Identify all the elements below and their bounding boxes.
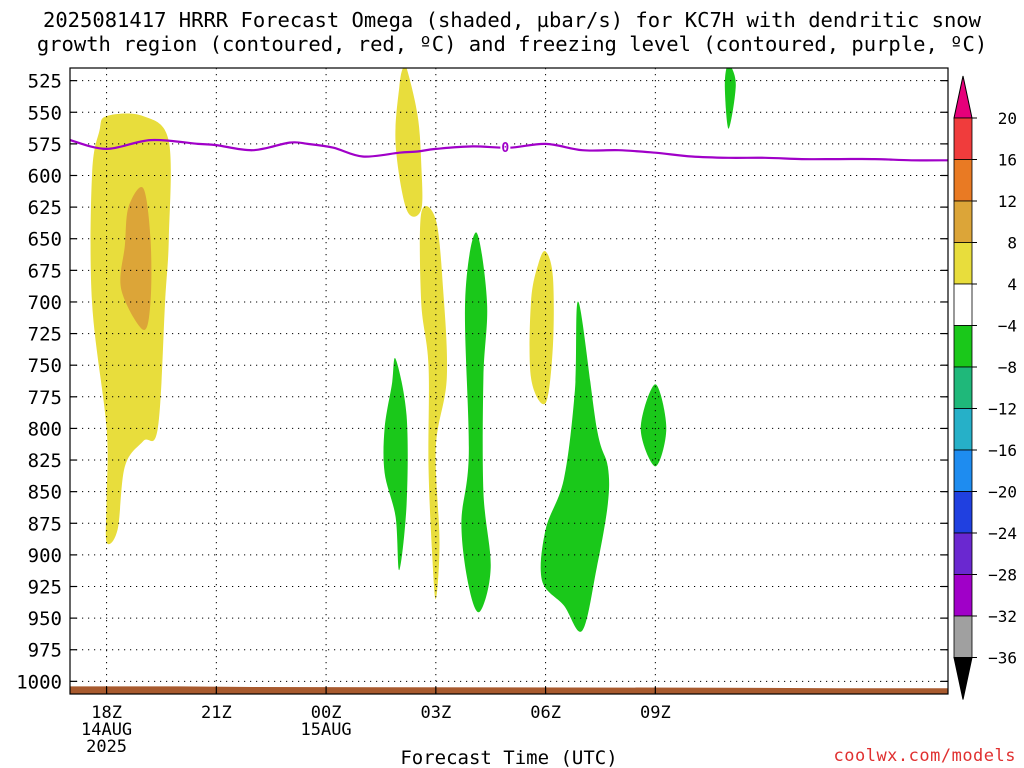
omega-region-3	[419, 206, 448, 600]
x-tick-label-27-0: 03Z	[420, 703, 451, 723]
colorbar-bin-8	[953, 408, 973, 451]
colorbar-label-9: −20	[988, 483, 1017, 502]
chart-title: 2025081417 HRRR Forecast Omega (shaded, …	[0, 8, 1024, 56]
x-tick-label-33-0: 09Z	[640, 703, 671, 723]
omega-region-0	[90, 113, 171, 545]
colorbar-bin-4	[953, 242, 973, 285]
colorbar-bin-6	[953, 325, 973, 368]
y-tick-label-650: 650	[28, 229, 62, 251]
x-tick-label-21-0: 21Z	[201, 703, 232, 723]
y-tick-label-625: 625	[28, 197, 62, 219]
colorbar-label-7: −12	[988, 400, 1017, 419]
colorbar-label-1: 16	[998, 151, 1017, 170]
colorbar-label-6: −8	[998, 358, 1017, 377]
y-tick-label-775: 775	[28, 387, 62, 409]
colorbar-label-3: 8	[1007, 234, 1017, 253]
omega-region-8	[640, 384, 667, 467]
site-credit: coolwx.com/models	[833, 746, 1016, 766]
y-tick-label-675: 675	[28, 260, 62, 282]
colorbar-top-arrow	[953, 75, 973, 119]
grid-lines	[70, 68, 948, 694]
y-tick-label-750: 750	[28, 355, 62, 377]
chart-title-line1: 2025081417 HRRR Forecast Omega (shaded, …	[43, 8, 981, 32]
colorbar-label-13: −36	[988, 649, 1017, 668]
colorbar-bin-13	[953, 615, 973, 658]
freezing-label-bg	[500, 140, 511, 154]
terrain-layer	[70, 686, 948, 694]
x-tick-label-18-0: 18Z	[91, 703, 122, 723]
y-tick-label-875: 875	[28, 513, 62, 535]
colorbar-bin-7	[953, 366, 973, 409]
x-tick-label-24-0: 00Z	[311, 703, 342, 723]
y-tick-label-800: 800	[28, 418, 62, 440]
y-tick-label-850: 850	[28, 482, 62, 504]
colorbar-bin-3	[953, 200, 973, 243]
omega-region-1	[120, 187, 152, 330]
terrain-fill	[70, 686, 948, 694]
colorbar-label-0: 20	[998, 109, 1017, 128]
freezing-level-label: 0	[501, 141, 509, 156]
colorbar-bin-2	[953, 159, 973, 202]
omega-region-7	[540, 301, 610, 632]
colorbar-bin-5	[953, 283, 973, 326]
y-tick-label-525: 525	[28, 71, 62, 93]
y-axis: 525 550 575 600 625 650 675 700 725 750 775 800 825 8…	[16, 71, 948, 693]
colorbar-bin-9	[953, 449, 973, 492]
omega-shaded-regions	[90, 68, 736, 632]
colorbar-label-2: 12	[998, 192, 1017, 211]
colorbar-label-5: −4	[998, 317, 1017, 336]
y-tick-label-825: 825	[28, 450, 62, 472]
x-tick-label-18-2: 2025	[86, 737, 127, 757]
y-tick-label-725: 725	[28, 324, 62, 346]
y-tick-label-575: 575	[28, 134, 62, 156]
omega-region-5	[383, 357, 408, 571]
omega-region-4	[529, 250, 554, 405]
colorbar-bin-11	[953, 532, 973, 575]
colorbar-bin-12	[953, 574, 973, 617]
colorbar-label-8: −16	[988, 441, 1017, 460]
x-tick-label-30-0: 06Z	[530, 703, 561, 723]
x-axis-label: Forecast Time (UTC)	[400, 747, 617, 768]
y-tick-label-1000: 1000	[16, 671, 62, 693]
colorbar-label-10: −24	[988, 524, 1017, 543]
y-tick-label-600: 600	[28, 165, 62, 187]
colorbar-bottom-arrow	[953, 657, 973, 700]
plot-frame	[69, 67, 949, 695]
y-tick-label-950: 950	[28, 608, 62, 630]
y-tick-label-900: 900	[28, 545, 62, 567]
colorbar-label-11: −28	[988, 566, 1017, 585]
colorbar-bin-1	[953, 117, 973, 160]
omega-region-9	[724, 68, 736, 129]
colorbar-label-4: 4	[1007, 275, 1017, 294]
x-tick-label-24-1: 15AUG	[300, 720, 351, 740]
omega-region-6	[461, 232, 491, 613]
freezing-level-layer: 0	[70, 138, 948, 162]
omega-region-2	[395, 68, 423, 217]
y-tick-label-550: 550	[28, 102, 62, 124]
chart-title-line2: growth region (contoured, red, ºC) and f…	[36, 32, 988, 56]
x-tick-label-18-1: 14AUG	[81, 720, 132, 740]
freezing-level-line	[70, 138, 948, 162]
y-tick-label-925: 925	[28, 577, 62, 599]
y-tick-label-700: 700	[28, 292, 62, 314]
y-tick-label-975: 975	[28, 640, 62, 662]
colorbar-bin-10	[953, 491, 973, 534]
colorbar-label-12: −32	[988, 607, 1017, 626]
colorbar: 20 16 12 8 4 −4 −8 −12 −16 −20 −24 −28 −32 −36	[953, 75, 1017, 700]
